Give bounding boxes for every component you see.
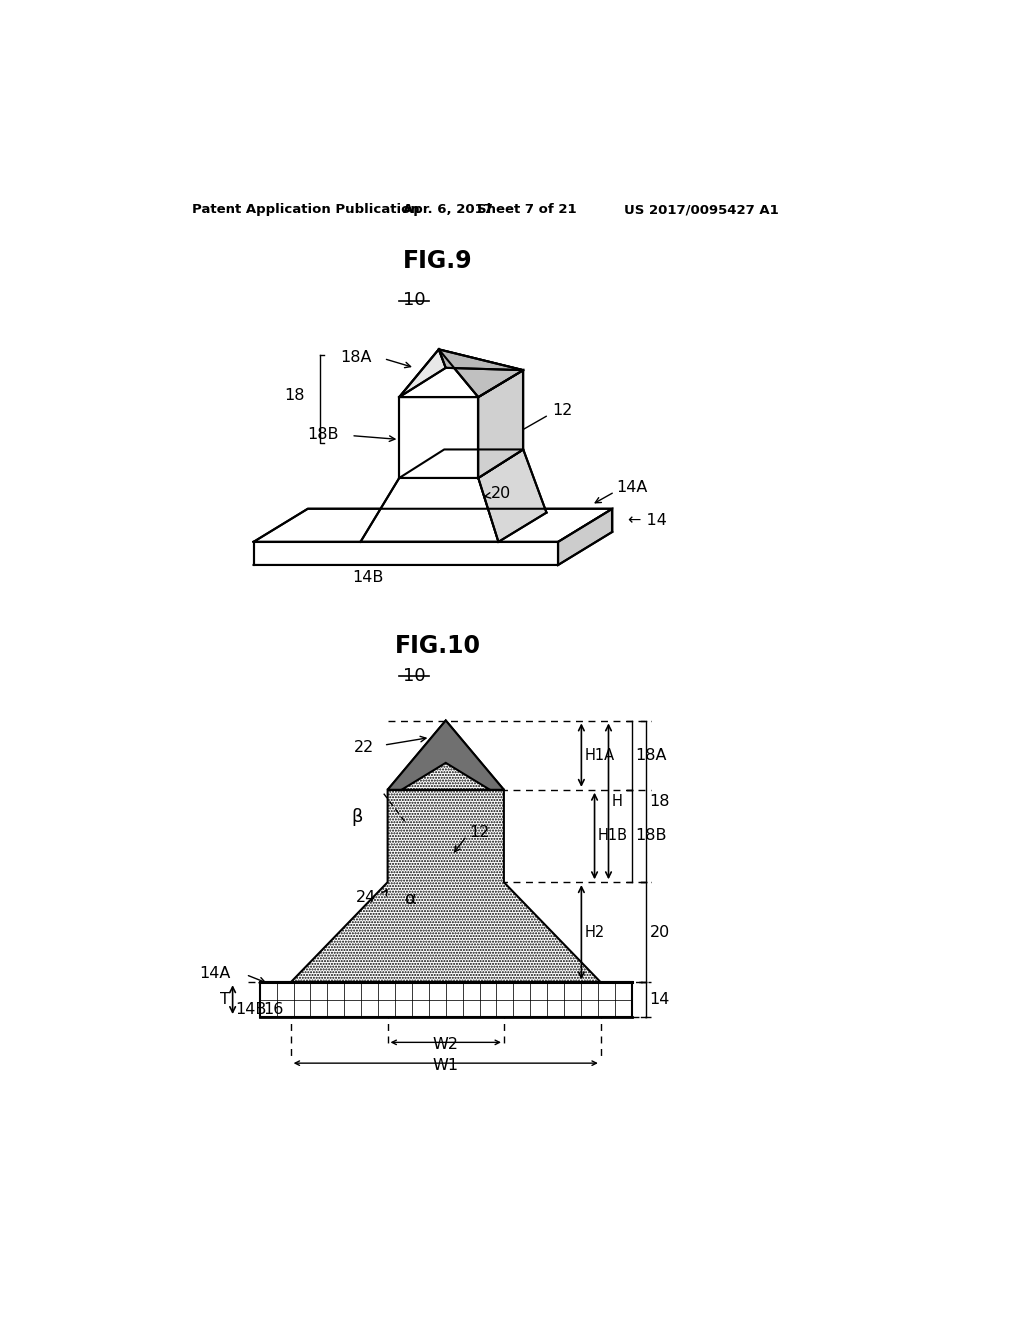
Text: 16: 16 — [263, 1002, 284, 1016]
Polygon shape — [360, 478, 499, 543]
Polygon shape — [388, 721, 504, 789]
Polygon shape — [399, 350, 445, 397]
Polygon shape — [399, 350, 478, 397]
Polygon shape — [388, 721, 504, 789]
Text: 18B: 18B — [307, 426, 339, 442]
Text: 18A: 18A — [636, 747, 667, 763]
Text: 10: 10 — [403, 667, 426, 685]
Polygon shape — [401, 763, 489, 789]
Text: 14: 14 — [649, 991, 670, 1007]
Polygon shape — [438, 350, 523, 370]
Text: 14A: 14A — [616, 480, 647, 495]
Text: W2: W2 — [433, 1038, 459, 1052]
Text: 20: 20 — [490, 486, 511, 500]
Polygon shape — [478, 449, 547, 543]
Text: 20: 20 — [649, 925, 670, 940]
Polygon shape — [254, 508, 612, 543]
Text: 18B: 18B — [636, 829, 667, 843]
Text: 22: 22 — [353, 741, 374, 755]
Text: 12: 12 — [469, 825, 489, 840]
Text: FIG.9: FIG.9 — [403, 249, 473, 273]
Text: ← 14: ← 14 — [628, 512, 667, 528]
Text: 18: 18 — [285, 388, 305, 403]
Text: FIG.10: FIG.10 — [395, 635, 481, 659]
Polygon shape — [438, 350, 523, 397]
Text: T: T — [220, 991, 230, 1007]
Text: Sheet 7 of 21: Sheet 7 of 21 — [477, 203, 577, 216]
Polygon shape — [558, 508, 612, 565]
Polygon shape — [291, 789, 601, 982]
Polygon shape — [478, 370, 523, 478]
Text: W1: W1 — [433, 1059, 459, 1073]
Text: α: α — [404, 890, 417, 908]
Text: US 2017/0095427 A1: US 2017/0095427 A1 — [624, 203, 778, 216]
Text: 10: 10 — [403, 290, 426, 309]
Text: H1B: H1B — [598, 829, 628, 843]
Text: β: β — [351, 808, 362, 826]
Text: 14B: 14B — [234, 1002, 266, 1016]
Text: H: H — [611, 793, 623, 809]
Polygon shape — [399, 449, 523, 478]
Polygon shape — [399, 397, 478, 478]
Text: 18A: 18A — [341, 350, 372, 364]
Text: Patent Application Publication: Patent Application Publication — [191, 203, 419, 216]
Text: 14A: 14A — [199, 965, 230, 981]
Text: 12: 12 — [553, 404, 573, 418]
Text: 18: 18 — [649, 793, 670, 809]
Text: H1A: H1A — [585, 747, 614, 763]
Polygon shape — [260, 982, 632, 1016]
Polygon shape — [254, 543, 558, 565]
Text: 14B: 14B — [352, 570, 384, 585]
Text: Apr. 6, 2017: Apr. 6, 2017 — [403, 203, 493, 216]
Text: 24: 24 — [355, 890, 376, 906]
Text: H2: H2 — [585, 925, 605, 940]
